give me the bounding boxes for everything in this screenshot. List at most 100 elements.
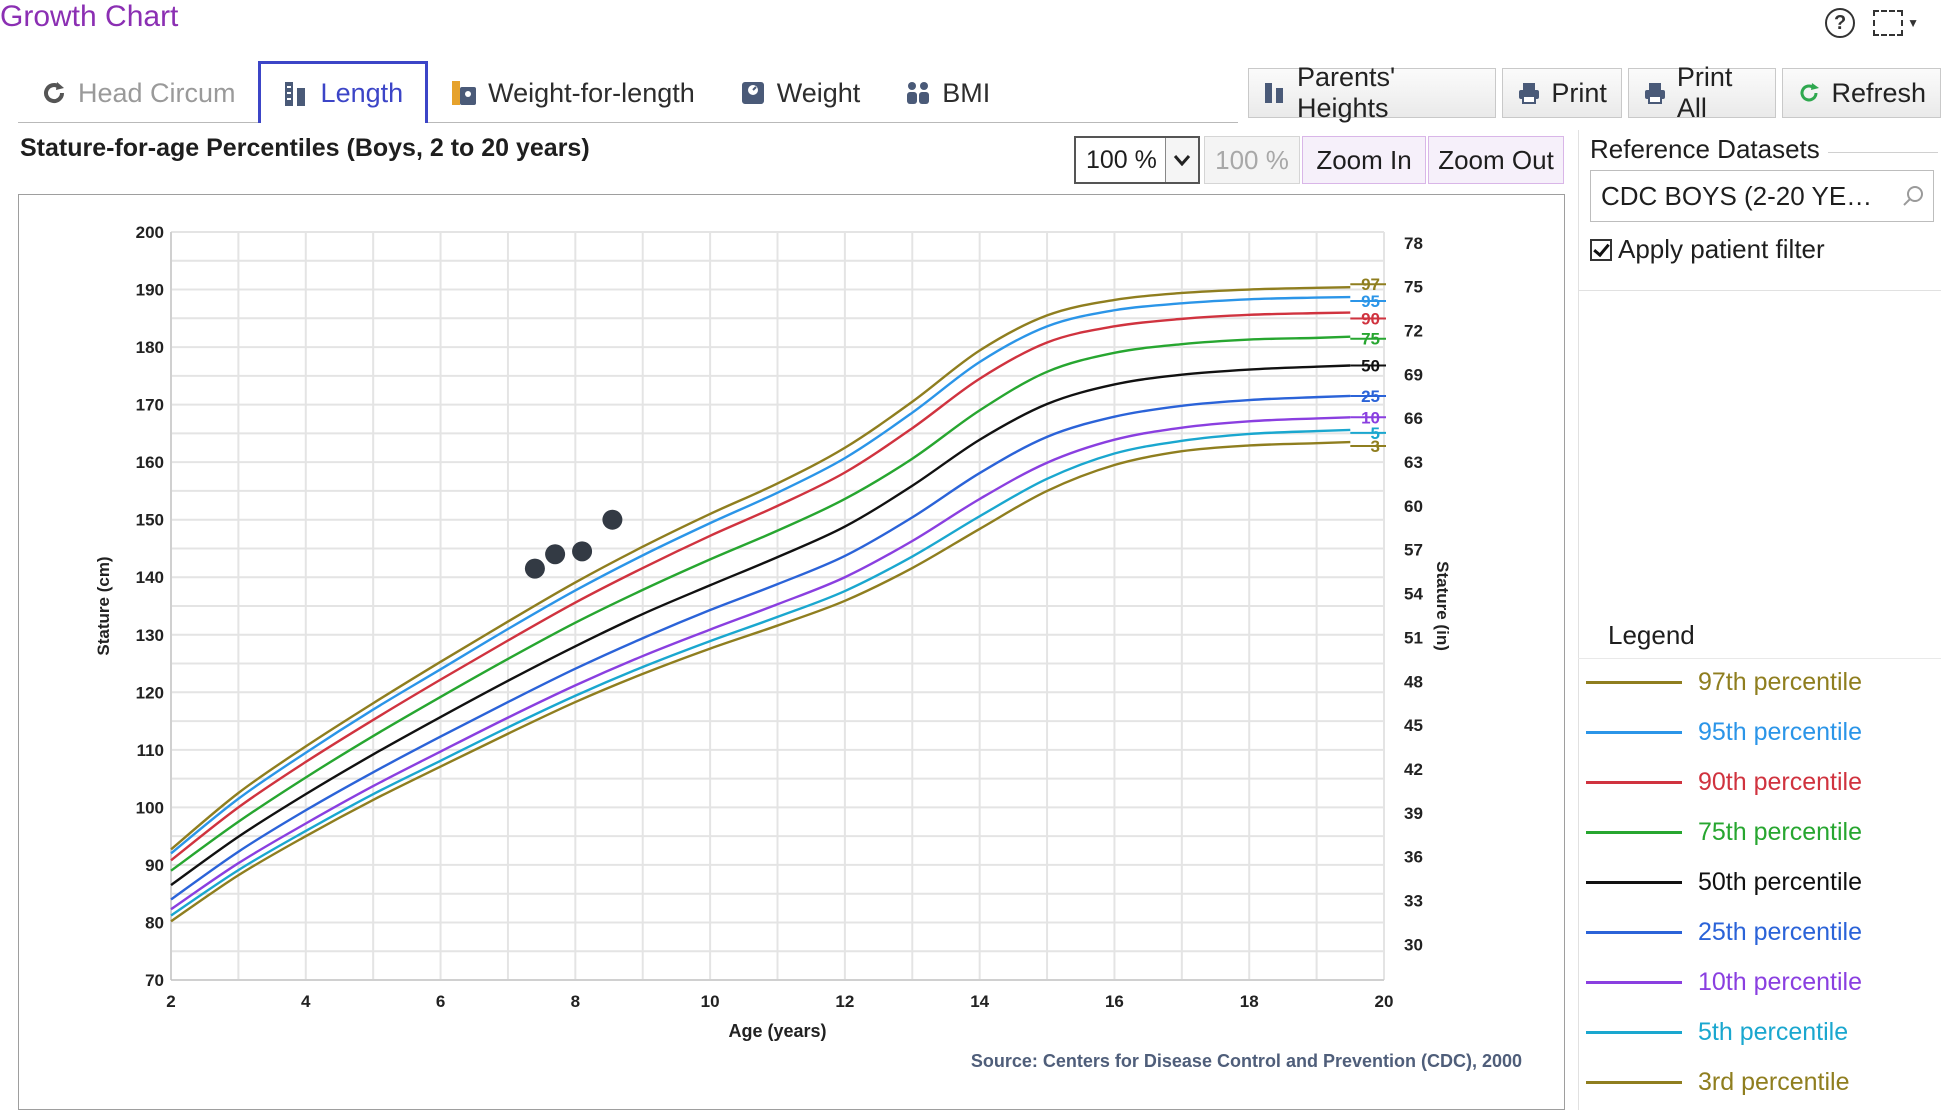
legend-item: 5th percentile — [1578, 1007, 1941, 1057]
y-tick-label: 120 — [136, 683, 164, 702]
y2-tick-label: 66 — [1404, 409, 1423, 428]
curve-label: 10 — [1361, 408, 1380, 427]
y-tick-label: 140 — [136, 568, 164, 587]
legend-item: 95th percentile — [1578, 707, 1941, 757]
legend-swatch — [1586, 730, 1682, 734]
growth-chart: 2 4 6 8 10 12 14 16 18 20 70 80 90 100 110 120 130 140 150… — [94, 223, 1522, 1071]
help-icon[interactable]: ? — [1825, 8, 1856, 38]
tab-label: Head Circum — [78, 77, 236, 108]
legend-swatch — [1586, 1030, 1682, 1034]
legend-label: 25th percentile — [1698, 917, 1863, 946]
y2-tick-label: 78 — [1404, 234, 1423, 253]
y-tick-label: 190 — [136, 281, 164, 300]
curve-label: 3 — [1371, 437, 1380, 456]
tab-length[interactable]: Length — [257, 61, 429, 123]
zoom-reset-button[interactable]: 100 % — [1204, 136, 1300, 184]
x-tick-label: 12 — [835, 992, 854, 1011]
y2-tick-label: 69 — [1404, 365, 1423, 384]
tab-weight[interactable]: Weight — [717, 64, 883, 122]
print-all-button[interactable]: Print All — [1627, 62, 1777, 123]
legend-label: 90th percentile — [1698, 767, 1863, 796]
zoom-select[interactable]: 100 % — [1074, 136, 1200, 184]
y2-tick-label: 51 — [1404, 628, 1423, 647]
y-axis-title: Stature (cm) — [94, 556, 113, 655]
window-menu[interactable]: ▼ — [1873, 10, 1919, 36]
percentile-curve-10 — [170, 416, 1351, 911]
x-axis-title: Age (years) — [728, 1021, 826, 1041]
y-tick-label: 170 — [136, 396, 164, 415]
percentile-curve-75 — [170, 335, 1351, 872]
y2-axis-title: Stature (in) — [1433, 561, 1452, 651]
y-tick-label: 200 — [136, 223, 164, 242]
legend-swatch — [1586, 880, 1682, 884]
curve-label: 25 — [1361, 387, 1380, 406]
legend-swatch — [1586, 830, 1682, 834]
patient-filter[interactable]: Apply patient filter — [1590, 234, 1825, 265]
legend-label: 75th percentile — [1698, 817, 1863, 846]
curve-label: 75 — [1361, 330, 1380, 349]
percentile-curve-97 — [170, 286, 1351, 851]
patient-filter-checkbox[interactable] — [1590, 238, 1612, 261]
zoom-value: 100 % — [1086, 145, 1157, 174]
y2-tick-label: 75 — [1404, 278, 1423, 297]
reference-dataset-input[interactable]: CDC BOYS (2-20 YE… — [1590, 170, 1934, 222]
length-ruler-icon — [283, 80, 311, 108]
divider — [1578, 290, 1941, 291]
window-controls: ? ▼ — [1825, 8, 1919, 38]
button-label: Refresh — [1831, 77, 1926, 108]
legend-label: 10th percentile — [1698, 967, 1863, 996]
tab-label: Length — [320, 78, 404, 108]
legend-label: 95th percentile — [1698, 717, 1863, 746]
window-layout-icon — [1873, 10, 1904, 36]
y2-tick-label: 60 — [1404, 497, 1423, 516]
curve-label: 90 — [1361, 310, 1380, 329]
reference-dataset-value: CDC BOYS (2-20 YE… — [1601, 180, 1873, 211]
patient-data-point — [524, 558, 545, 579]
print-button[interactable]: Print — [1502, 68, 1622, 118]
tab-weight-for-length[interactable]: Weight-for-length — [428, 64, 717, 122]
divider — [1828, 152, 1938, 153]
legend: Legend 97th percentile 95th percentile 90t… — [1578, 620, 1941, 1107]
legend-label: 5th percentile — [1698, 1017, 1849, 1046]
parents-heights-button[interactable]: Parents' Heights — [1248, 62, 1497, 123]
tab-bar: Head Circum Length Weight-for-length Wei… — [18, 61, 1238, 123]
legend-swatch — [1586, 980, 1682, 984]
tab-label: BMI — [942, 77, 991, 108]
search-icon[interactable] — [1893, 171, 1933, 221]
x-tick-label: 18 — [1240, 992, 1259, 1011]
source-note: Source: Centers for Disease Control and … — [971, 1051, 1522, 1071]
x-tick-label: 14 — [970, 992, 989, 1011]
refresh-button[interactable]: Refresh — [1782, 68, 1941, 118]
zoom-in-button[interactable]: Zoom In — [1302, 136, 1426, 184]
legend-swatch — [1586, 680, 1682, 684]
legend-item: 97th percentile — [1578, 657, 1941, 707]
percentile-curve-90 — [170, 311, 1351, 862]
tab-head-circum[interactable]: Head Circum — [18, 64, 258, 122]
y2-tick-label: 42 — [1404, 760, 1423, 779]
curve-label: 95 — [1361, 292, 1380, 311]
y2-tick-label: 72 — [1404, 322, 1423, 341]
y-tick-label: 100 — [136, 798, 164, 817]
y2-tick-label: 33 — [1404, 891, 1423, 910]
y2-tick-label: 63 — [1404, 453, 1423, 472]
y2-tick-label: 39 — [1404, 804, 1423, 823]
percentile-curve-5 — [170, 428, 1351, 917]
y2-tick-label: 45 — [1404, 716, 1423, 735]
chevron-down-icon: ▼ — [1907, 16, 1919, 30]
tab-label: Weight-for-length — [488, 77, 695, 108]
legend-label: 97th percentile — [1698, 667, 1863, 696]
y-tick-label: 90 — [145, 856, 164, 875]
percentile-curve-25 — [170, 394, 1351, 901]
app-title: Growth Chart — [0, 0, 179, 33]
tab-bmi[interactable]: BMI — [882, 64, 1012, 122]
weight-length-icon — [450, 79, 478, 107]
patient-filter-label: Apply patient filter — [1618, 234, 1825, 264]
scale-icon — [739, 79, 767, 107]
side-divider — [1578, 130, 1579, 1110]
legend-swatch — [1586, 930, 1682, 934]
legend-title: Legend — [1578, 620, 1941, 659]
zoom-out-button[interactable]: Zoom Out — [1428, 136, 1564, 184]
people-icon — [904, 79, 932, 107]
patient-data-point — [602, 509, 623, 530]
y-tick-label: 180 — [136, 338, 164, 357]
